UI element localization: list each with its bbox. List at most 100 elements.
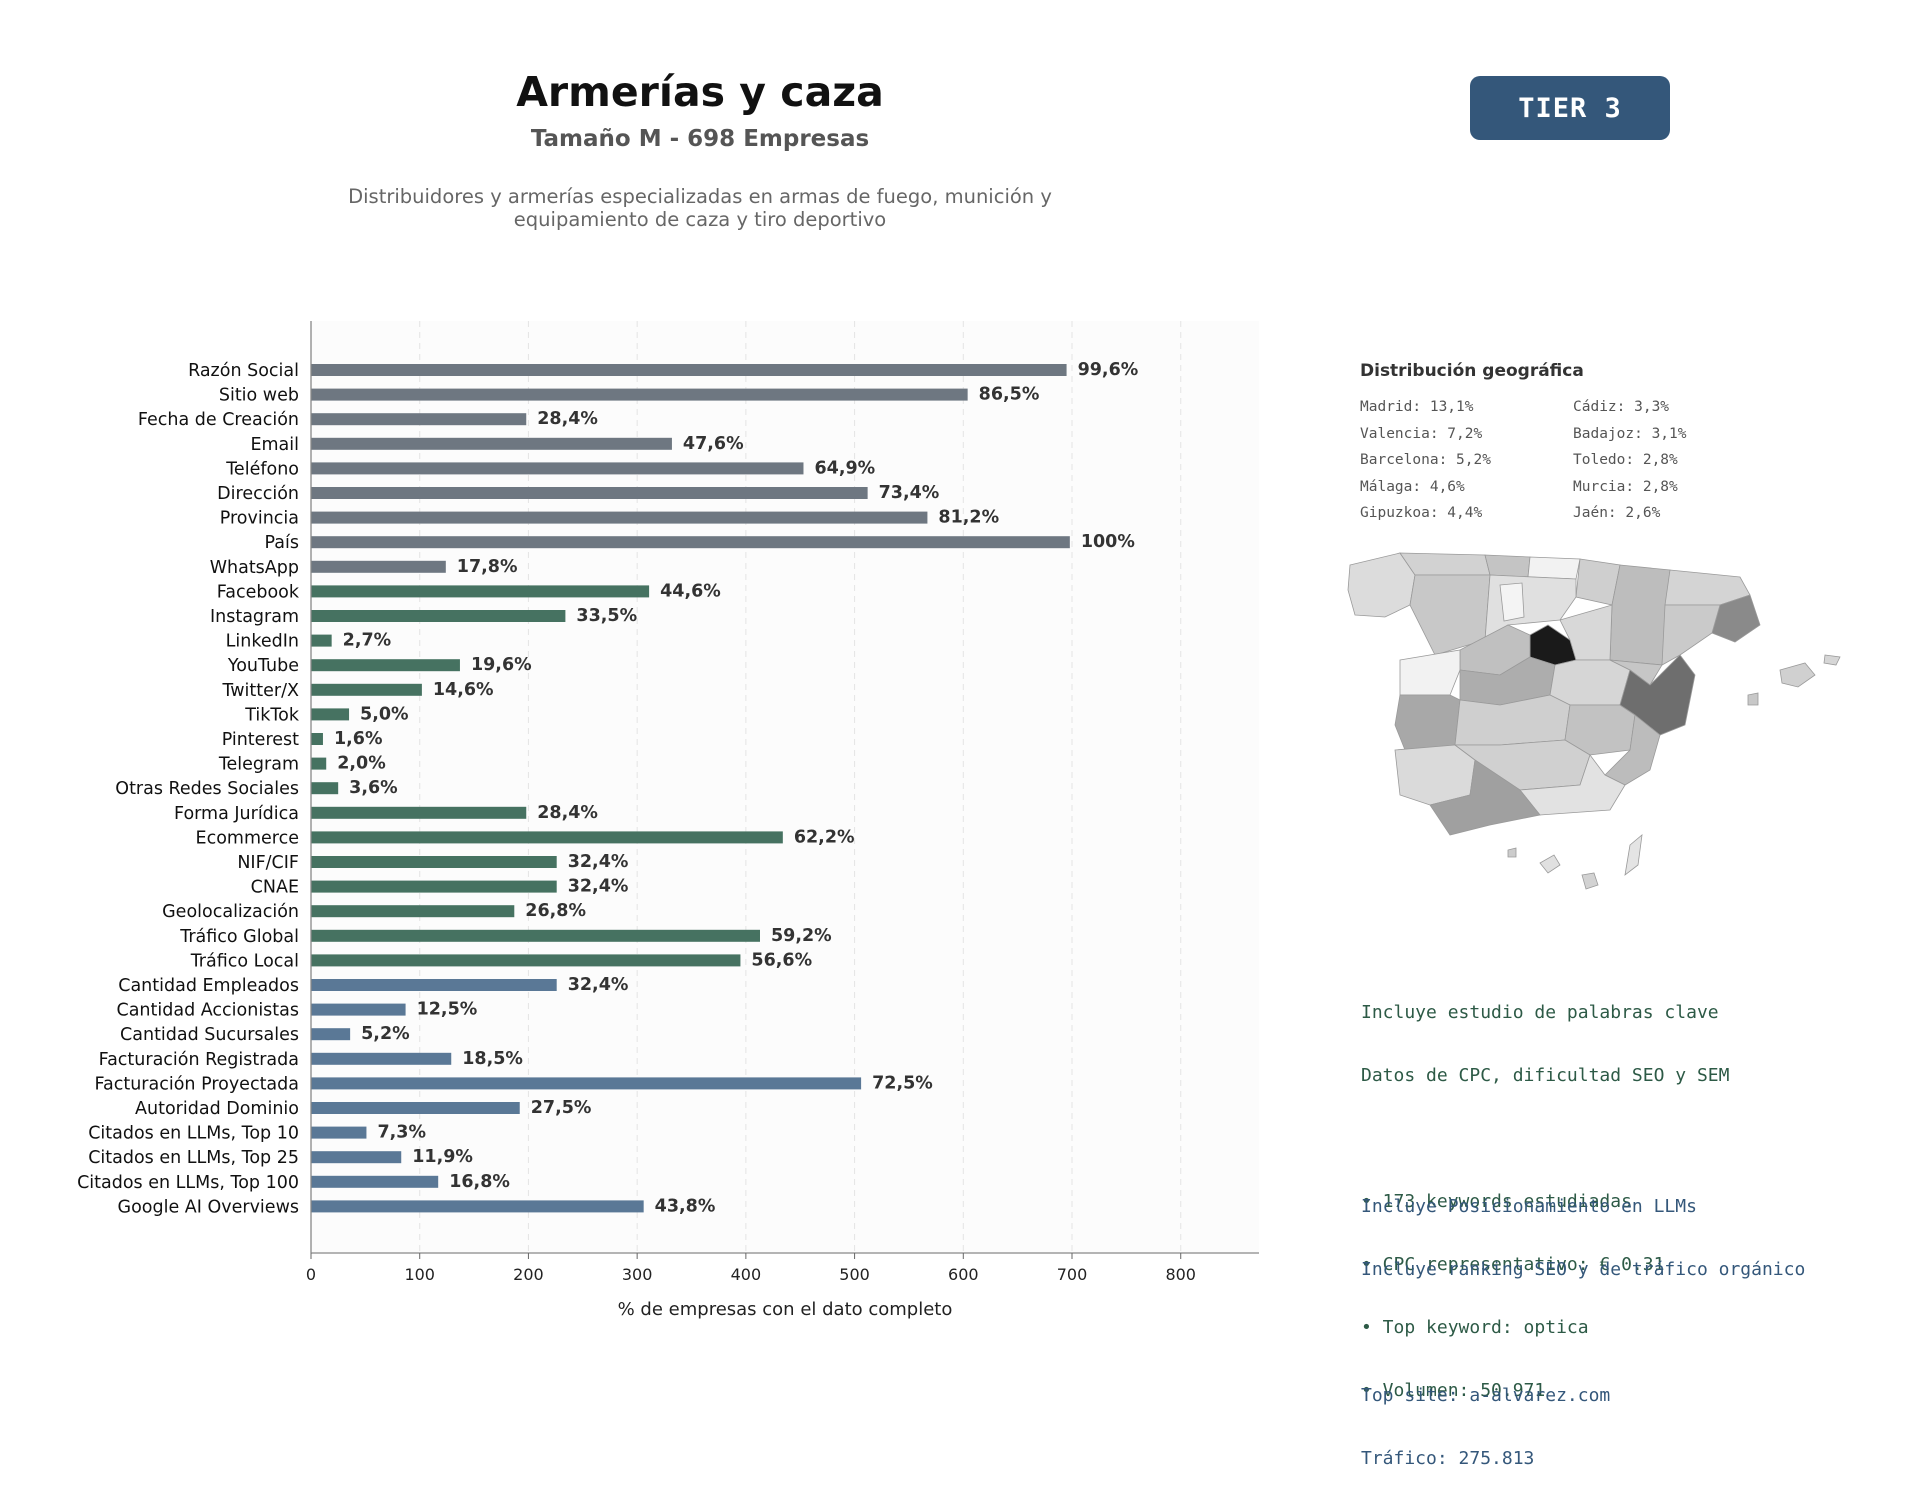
value-label: 32,4% bbox=[568, 877, 629, 897]
page-title: Armerías y caza bbox=[516, 68, 884, 116]
value-label: 32,4% bbox=[568, 975, 629, 995]
geo-item: Badajoz: 3,1% bbox=[1573, 425, 1687, 442]
geo-distribution-title: Distribución geográfica bbox=[1360, 361, 1584, 381]
value-label: 1,6% bbox=[334, 729, 383, 749]
spain-province-map bbox=[1347, 552, 1841, 890]
category-label: Email bbox=[250, 435, 299, 455]
map-region-tarragona bbox=[1661, 604, 1721, 666]
map-region-asturias bbox=[1399, 552, 1491, 576]
category-label: Teléfono bbox=[225, 459, 299, 479]
geo-item: Jaén: 2,6% bbox=[1573, 505, 1661, 521]
bar-chart: Razón Social Sitio web Fecha de Creación Em… bbox=[77, 321, 1259, 1320]
category-label: Sitio web bbox=[219, 386, 299, 406]
category-label: Tráfico Local bbox=[190, 951, 299, 971]
category-label: Razón Social bbox=[188, 361, 299, 381]
bar bbox=[311, 511, 928, 524]
geo-item: Barcelona: 5,2% bbox=[1360, 452, 1491, 468]
x-axis-label: % de empresas con el dato completo bbox=[618, 1299, 953, 1320]
category-label: Cantidad Accionistas bbox=[116, 1001, 299, 1021]
bar bbox=[311, 831, 783, 844]
x-tick-label: 200 bbox=[513, 1265, 544, 1284]
value-label: 14,6% bbox=[433, 680, 494, 700]
keyword-line-1: Incluye estudio de palabras clave bbox=[1361, 1002, 1719, 1023]
value-label: 11,9% bbox=[412, 1147, 473, 1167]
x-ticks-group: 0 100 200 300 400 500 600 700 800 bbox=[306, 1253, 1196, 1284]
bar bbox=[311, 364, 1067, 376]
category-label: Tráfico Global bbox=[179, 927, 299, 947]
bar bbox=[311, 757, 327, 770]
value-label: 33,5% bbox=[576, 606, 637, 626]
value-label: 62,2% bbox=[794, 827, 855, 847]
map-region-canary-tenerife bbox=[1539, 854, 1561, 874]
geo-item: Madrid: 13,1% bbox=[1360, 399, 1474, 415]
map-region-leon-white bbox=[1499, 582, 1525, 622]
x-tick-label: 100 bbox=[404, 1265, 435, 1284]
value-labels-group: 99,6% 86,5% 28,4% 47,6% 64,9%73,4% 81,2% 100% 1… bbox=[334, 360, 1138, 1216]
value-label: 18,5% bbox=[462, 1049, 523, 1069]
geo-item: Málaga: 4,6% bbox=[1360, 478, 1465, 495]
geo-item: Toledo: 2,8% bbox=[1573, 452, 1678, 468]
map-region-menorca bbox=[1823, 654, 1841, 666]
value-label: 44,6% bbox=[660, 581, 721, 601]
keyword-line-2: Datos de CPC, dificultad SEO y SEM bbox=[1361, 1065, 1730, 1086]
bar bbox=[311, 806, 527, 819]
keyword-bullet-2: • CPC representativo: € 0.31 bbox=[1361, 1254, 1665, 1275]
map-region-cadiz-malaga bbox=[1429, 759, 1541, 836]
bar bbox=[311, 954, 741, 967]
category-label: Facebook bbox=[217, 582, 300, 602]
value-label: 2,0% bbox=[337, 754, 386, 774]
blank-line bbox=[1361, 1322, 1805, 1343]
category-label: País bbox=[265, 533, 299, 553]
value-label: 64,9% bbox=[814, 458, 875, 478]
value-label: 16,8% bbox=[449, 1172, 510, 1192]
value-label: 100% bbox=[1081, 532, 1135, 552]
map-region-ibiza bbox=[1747, 692, 1759, 706]
category-label: Ecommerce bbox=[196, 828, 299, 848]
category-label: Dirección bbox=[217, 484, 299, 504]
category-label: Citados en LLMs, Top 25 bbox=[88, 1148, 299, 1168]
category-label: Forma Jurídica bbox=[174, 804, 299, 824]
map-region-cuenca bbox=[1549, 659, 1631, 706]
value-label: 99,6% bbox=[1078, 360, 1139, 380]
description-line-2: equipamiento de caza y tiro deportivo bbox=[513, 208, 887, 231]
top-site-line: Top site: a-alvarez.com bbox=[1361, 1385, 1611, 1406]
category-label: Fecha de Creación bbox=[138, 410, 299, 430]
keyword-study-block: Incluye estudio de palabras clave Datos … bbox=[1361, 960, 1729, 1422]
value-label: 2,7% bbox=[343, 631, 392, 651]
category-label: Autoridad Dominio bbox=[135, 1099, 299, 1119]
bar bbox=[311, 856, 557, 868]
value-label: 5,2% bbox=[361, 1024, 410, 1044]
bar bbox=[311, 1151, 402, 1164]
bars-group bbox=[311, 364, 1070, 1213]
value-label: 5,0% bbox=[360, 704, 409, 724]
page-description: Distribuidores y armerías especializadas… bbox=[300, 185, 1100, 231]
category-label: NIF/CIF bbox=[237, 853, 299, 873]
category-label: Citados en LLMs, Top 10 bbox=[88, 1124, 299, 1144]
bar bbox=[311, 1175, 439, 1188]
bar bbox=[311, 462, 804, 475]
keyword-bullet-4: • Volumen: 50.971 bbox=[1361, 1380, 1546, 1401]
bar bbox=[311, 880, 557, 893]
x-tick-label: 400 bbox=[731, 1265, 762, 1284]
value-label: 59,2% bbox=[771, 926, 832, 946]
x-tick-label: 800 bbox=[1165, 1265, 1196, 1284]
bar bbox=[311, 585, 650, 598]
map-region-basque bbox=[1527, 556, 1581, 580]
bar bbox=[311, 413, 527, 426]
map-region-huelva-sevilla bbox=[1394, 744, 1476, 806]
x-tick-label: 0 bbox=[306, 1265, 316, 1284]
bar bbox=[311, 733, 323, 745]
description-line-1: Distribuidores y armerías especializadas… bbox=[348, 185, 1052, 208]
map-region-badajoz bbox=[1394, 694, 1461, 751]
value-label: 28,4% bbox=[537, 409, 598, 429]
category-label: CNAE bbox=[251, 878, 299, 898]
bar bbox=[311, 782, 339, 795]
category-label: Cantidad Sucursales bbox=[120, 1025, 299, 1045]
grid-lines bbox=[419, 321, 1182, 1253]
category-label: Facturación Registrada bbox=[99, 1050, 299, 1070]
value-label: 3,6% bbox=[349, 778, 398, 798]
category-label: YouTube bbox=[227, 656, 299, 676]
x-tick-label: 300 bbox=[622, 1265, 653, 1284]
map-region-canary-small bbox=[1507, 847, 1517, 858]
value-label: 26,8% bbox=[525, 901, 586, 921]
